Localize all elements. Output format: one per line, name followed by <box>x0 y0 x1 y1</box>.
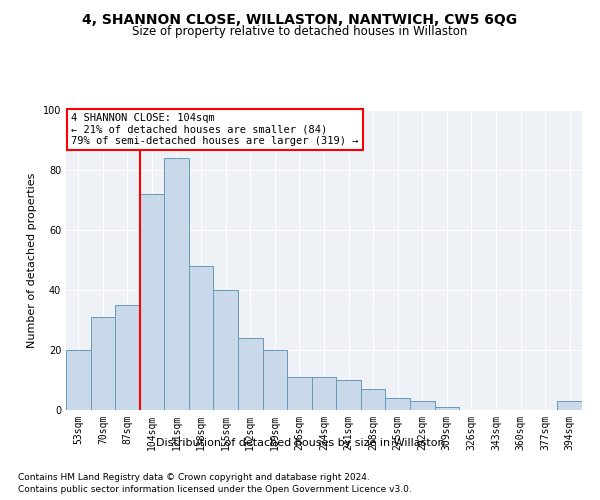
Bar <box>115 305 140 410</box>
Bar <box>140 194 164 410</box>
Text: Contains HM Land Registry data © Crown copyright and database right 2024.: Contains HM Land Registry data © Crown c… <box>18 472 370 482</box>
Text: 4 SHANNON CLOSE: 104sqm
← 21% of detached houses are smaller (84)
79% of semi-de: 4 SHANNON CLOSE: 104sqm ← 21% of detache… <box>71 113 359 146</box>
Bar <box>336 380 361 410</box>
Bar <box>66 350 91 410</box>
Text: 4, SHANNON CLOSE, WILLASTON, NANTWICH, CW5 6QG: 4, SHANNON CLOSE, WILLASTON, NANTWICH, C… <box>82 12 518 26</box>
Bar <box>287 377 312 410</box>
Bar <box>238 338 263 410</box>
Bar <box>214 290 238 410</box>
Bar <box>557 401 582 410</box>
Text: Distribution of detached houses by size in Willaston: Distribution of detached houses by size … <box>155 438 445 448</box>
Text: Contains public sector information licensed under the Open Government Licence v3: Contains public sector information licen… <box>18 485 412 494</box>
Bar <box>164 158 189 410</box>
Bar <box>312 377 336 410</box>
Bar <box>91 317 115 410</box>
Bar <box>385 398 410 410</box>
Bar <box>410 401 434 410</box>
Bar <box>361 389 385 410</box>
Y-axis label: Number of detached properties: Number of detached properties <box>27 172 37 348</box>
Bar <box>263 350 287 410</box>
Bar <box>189 266 214 410</box>
Bar <box>434 407 459 410</box>
Text: Size of property relative to detached houses in Willaston: Size of property relative to detached ho… <box>133 25 467 38</box>
